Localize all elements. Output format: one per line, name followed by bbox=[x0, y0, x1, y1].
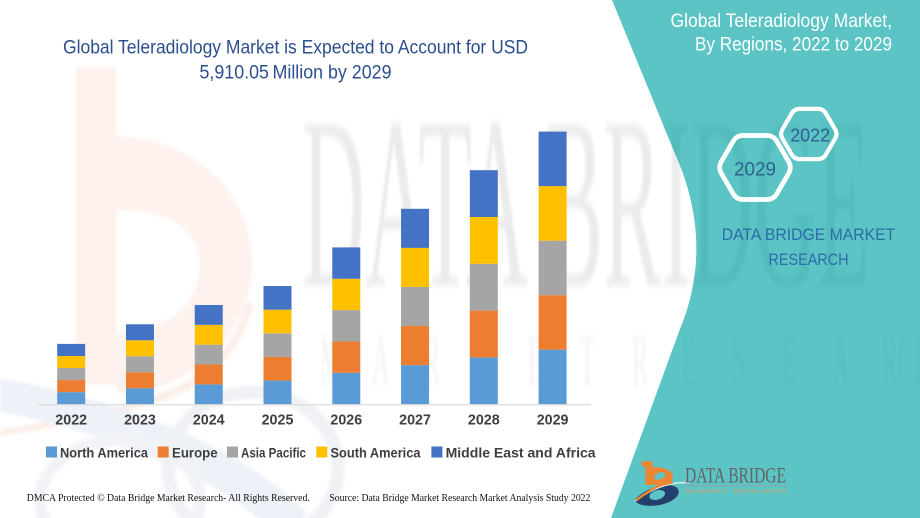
svg-text:2029: 2029 bbox=[537, 413, 569, 429]
svg-text:South America: South America bbox=[331, 444, 421, 460]
svg-text:Asia Pacific: Asia Pacific bbox=[241, 444, 306, 460]
svg-text:2027: 2027 bbox=[399, 413, 431, 429]
svg-text:2025: 2025 bbox=[262, 413, 294, 429]
svg-text:2029: 2029 bbox=[734, 159, 776, 180]
svg-text:MARKET RESEARCH: MARKET RESEARCH bbox=[685, 488, 786, 495]
svg-text:2022: 2022 bbox=[790, 126, 830, 146]
svg-text:DMCA Protected © Data Bridge M: DMCA Protected © Data Bridge Market Rese… bbox=[27, 493, 310, 504]
svg-text:Europe: Europe bbox=[172, 444, 218, 460]
svg-text:Global Teleradiology Market is: Global Teleradiology Market is Expected … bbox=[63, 37, 528, 59]
svg-text:Middle East and Africa: Middle East and Africa bbox=[446, 444, 596, 460]
svg-text:By Regions, 2022 to 2029: By Regions, 2022 to 2029 bbox=[695, 34, 892, 56]
svg-text:Source: Data Bridge Market Res: Source: Data Bridge Market Research Mark… bbox=[329, 493, 590, 504]
svg-text:2023: 2023 bbox=[124, 413, 156, 429]
svg-text:2024: 2024 bbox=[193, 413, 225, 429]
svg-text:RESEARCH: RESEARCH bbox=[769, 250, 849, 269]
svg-text:North America: North America bbox=[60, 444, 148, 460]
svg-text:2028: 2028 bbox=[468, 413, 500, 429]
svg-text:DATA BRIDGE: DATA BRIDGE bbox=[685, 463, 786, 488]
svg-text:2022: 2022 bbox=[55, 413, 87, 429]
svg-text:5,910.05 Million by 2029: 5,910.05 Million by 2029 bbox=[200, 62, 392, 84]
svg-text:DATA BRIDGE MARKET: DATA BRIDGE MARKET bbox=[722, 225, 896, 244]
svg-text:2026: 2026 bbox=[330, 413, 362, 429]
svg-text:Global Teleradiology Market,: Global Teleradiology Market, bbox=[671, 10, 893, 32]
